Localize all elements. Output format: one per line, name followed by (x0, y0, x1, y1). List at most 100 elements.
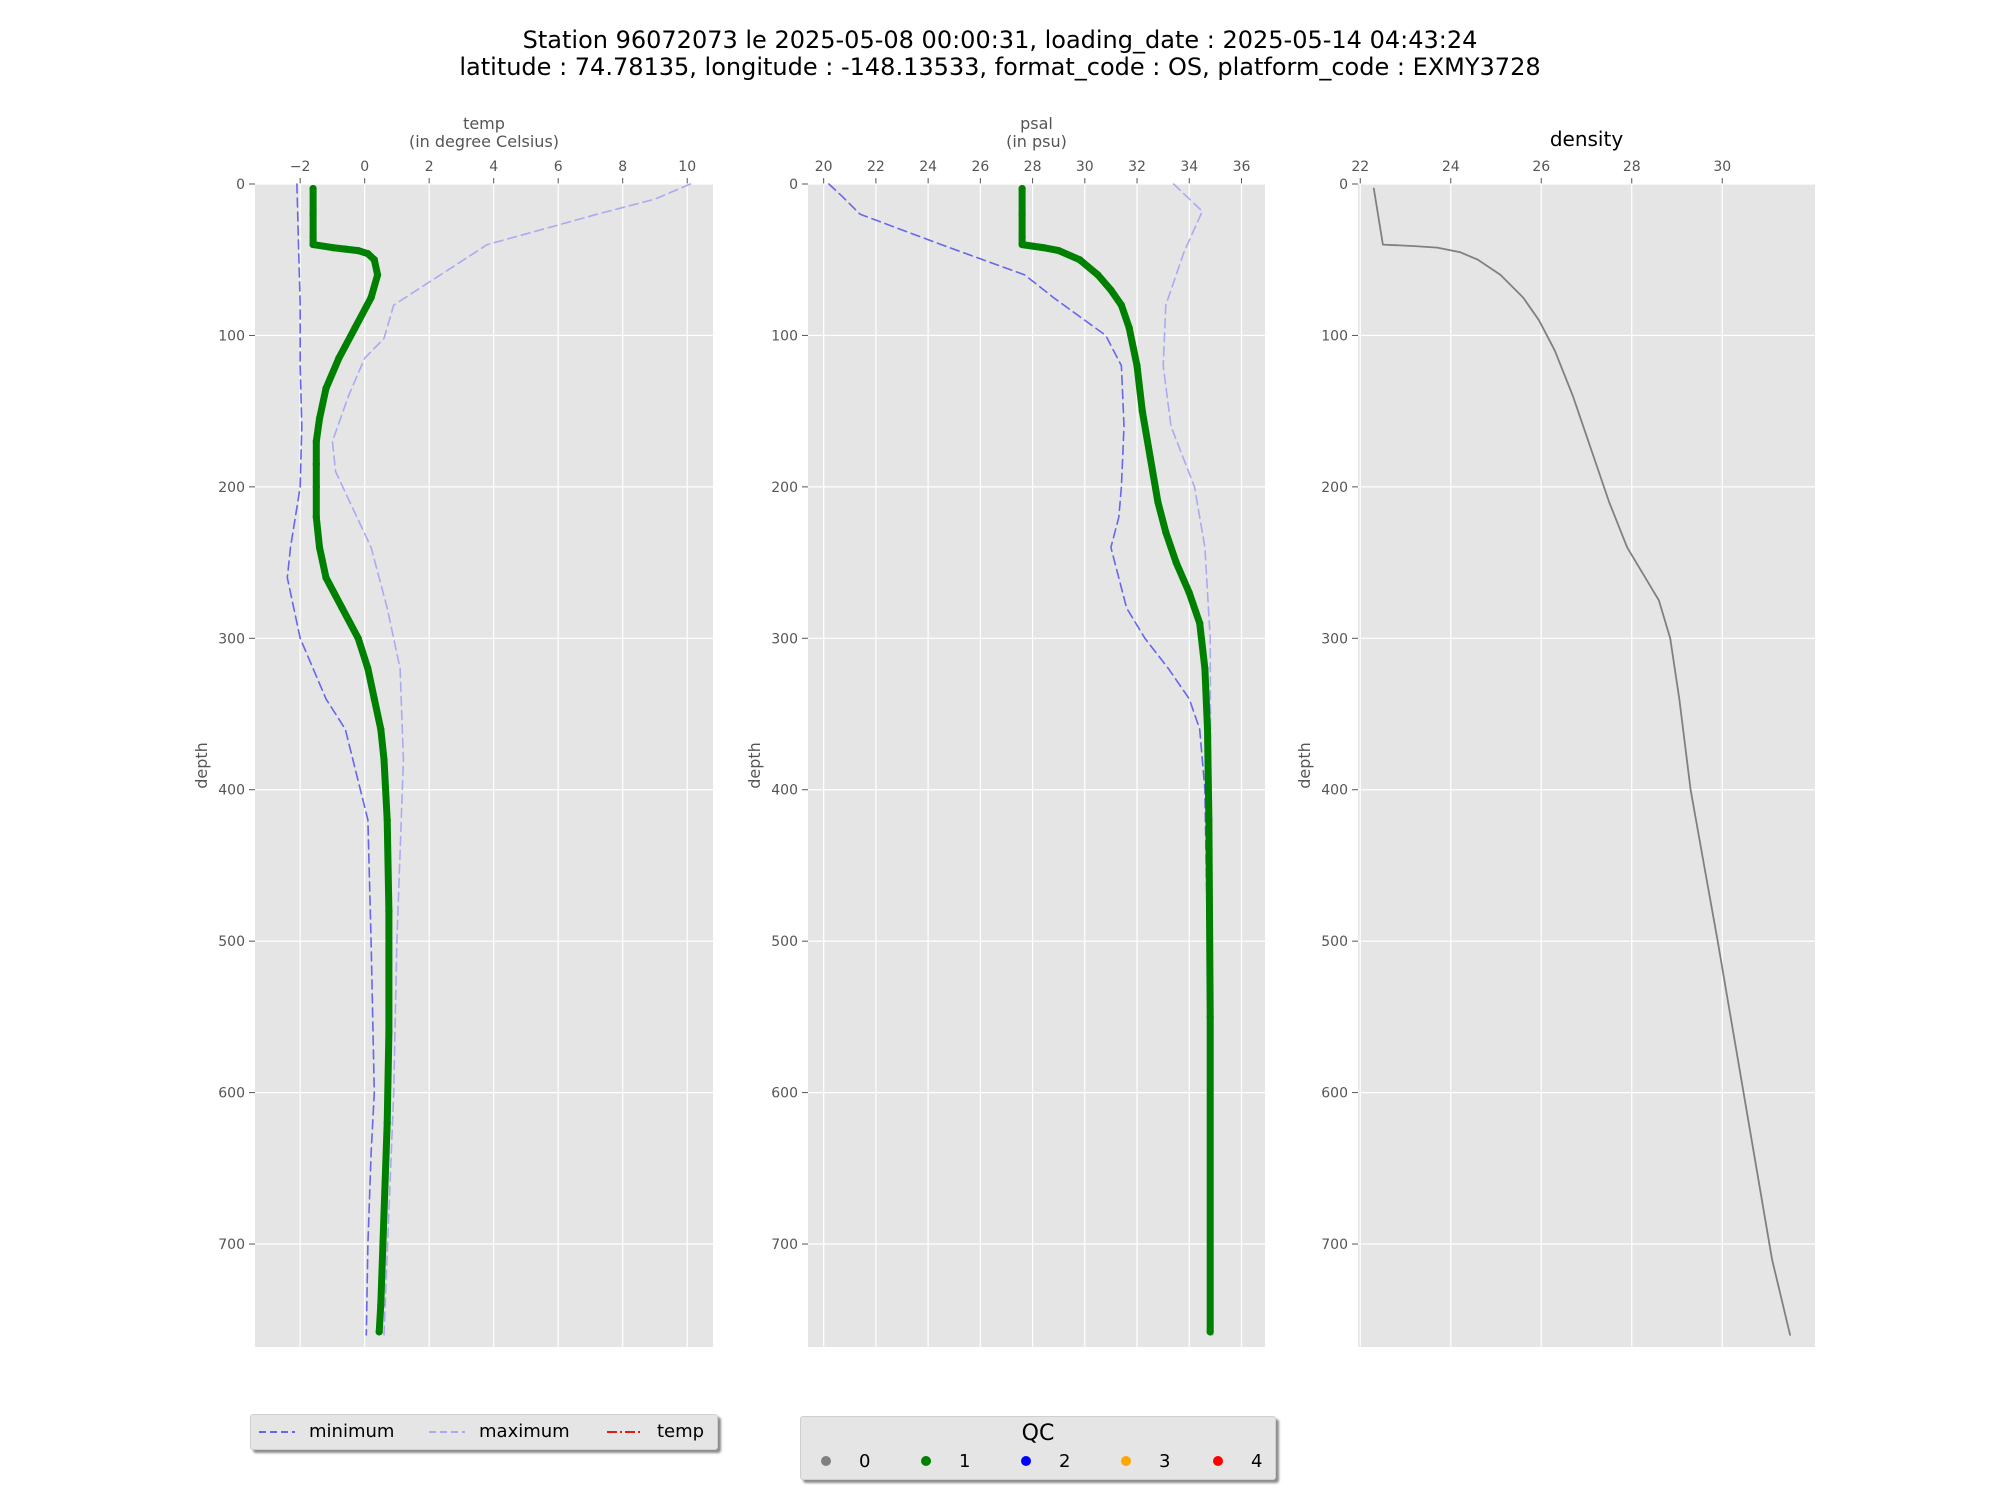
x-tick-label: 28 (1623, 159, 1641, 175)
qc1-point (309, 233, 317, 241)
qc-dot-0 (821, 1456, 831, 1466)
x-tick-label: 26 (1532, 159, 1550, 175)
y-tick-label: 600 (218, 1086, 245, 1102)
legend-label-temp: temp (657, 1421, 705, 1442)
qc1-point (380, 755, 388, 764)
qc1-point (1018, 233, 1026, 241)
qc-dot-1 (921, 1456, 931, 1466)
qc1-point (370, 695, 378, 703)
y-tick-label: 200 (771, 480, 798, 496)
qc1-point (1206, 1013, 1214, 1021)
qc1-point (375, 1328, 383, 1336)
qc1-point (1039, 244, 1047, 252)
title-line-1: Station 96072073 le 2025-05-08 00:00:31,… (522, 26, 1478, 54)
qc1-point (322, 574, 330, 582)
qc1-point (354, 634, 362, 642)
y-tick-label: 100 (218, 328, 245, 344)
x-tick-label: 24 (919, 159, 937, 175)
qc1-point (1018, 240, 1026, 249)
y-tick-label: 0 (789, 177, 798, 193)
y-tick-label: 0 (1339, 177, 1348, 193)
qc1-point (1107, 286, 1115, 294)
qc1-point (1196, 619, 1204, 627)
legend-label-maximum: maximum (479, 1421, 570, 1442)
y-tick-label: 500 (771, 934, 798, 950)
qc1-point (1075, 256, 1084, 264)
y-tick-label: 300 (1321, 631, 1348, 647)
x-tick-label: 26 (971, 159, 989, 175)
line-legend: minimum maximum temp (250, 1414, 718, 1450)
qc1-point (1205, 816, 1213, 824)
y-tick-label: 200 (218, 480, 245, 496)
qc1-point (1154, 498, 1162, 506)
plot-area (255, 184, 713, 1347)
qc1-point (1146, 452, 1154, 461)
panel-density: 22 24 26 28 300100200300400500600700densityd… (1295, 127, 1815, 1347)
qc1-point (385, 1028, 393, 1036)
axis-title: density (1550, 127, 1623, 151)
x-tick-label: 30 (1076, 159, 1094, 175)
legend-swatch-temp (607, 1431, 643, 1433)
qc1-point (383, 1119, 391, 1127)
x-tick-label: 30 (1713, 159, 1731, 175)
qc1-point (1125, 324, 1133, 332)
qc-dot-2 (1021, 1456, 1031, 1466)
x-tick-label: 24 (1442, 159, 1460, 175)
qc-dot-3 (1121, 1456, 1131, 1466)
x-tick-label: −2 (290, 159, 311, 175)
minimum-line (828, 183, 1211, 1336)
qc-label-2: 2 (1059, 1451, 1071, 1472)
qc1-point (377, 1300, 385, 1309)
qc1-point (341, 245, 349, 253)
panel-psal: 20 22 24 26 28 30 32 34 36 0 100 200 300 400 500 600 700… (745, 114, 1265, 1347)
y-tick-label: 200 (1321, 480, 1348, 496)
plot-area (1358, 184, 1815, 1347)
y-tick-label: 300 (771, 631, 798, 647)
qc1-point (380, 1210, 388, 1218)
axis-title: psal (1020, 114, 1053, 133)
qc1-point (1203, 725, 1212, 733)
qc1-point (1206, 1328, 1214, 1336)
qc1-point (315, 415, 324, 423)
x-tick-label: 34 (1180, 159, 1198, 175)
legend-swatch-minimum (259, 1431, 295, 1433)
y-axis-label: depth (192, 742, 211, 789)
y-tick-label: 400 (1321, 783, 1348, 799)
qc1-point (315, 543, 324, 552)
qc1-point (354, 247, 362, 255)
x-tick-label: 10 (678, 159, 696, 175)
y-tick-label: 300 (218, 631, 245, 647)
x-tick-label: 22 (1351, 159, 1369, 175)
qc1-point (1201, 664, 1209, 673)
legend-swatch-maximum (429, 1431, 465, 1433)
qc1-point (1018, 184, 1026, 193)
y-axis-label: depth (745, 742, 764, 789)
qc1-point (364, 664, 372, 673)
y-tick-label: 700 (771, 1237, 798, 1253)
qc-label-3: 3 (1159, 1451, 1171, 1472)
qc1-point (370, 256, 378, 264)
qc1-point (1185, 589, 1193, 597)
x-tick-label: 2 (425, 159, 434, 175)
qc1-point (312, 513, 320, 521)
x-tick-label: 22 (867, 159, 885, 175)
qc1-point (338, 604, 346, 612)
qc-legend: QC 0 1 2 3 4 (800, 1416, 1276, 1480)
minimum-line (286, 183, 376, 1336)
qc-dot-4 (1213, 1456, 1223, 1466)
x-tick-label: 6 (554, 159, 563, 175)
y-tick-label: 700 (218, 1237, 245, 1253)
y-tick-label: 500 (1321, 934, 1348, 950)
axis-subtitle: (in degree Celsius) (409, 132, 559, 151)
qc1-point (1117, 301, 1125, 309)
y-tick-label: 0 (236, 177, 245, 193)
qc1-point (367, 293, 375, 302)
qc1-profile-line (309, 185, 393, 1336)
qc-label-0: 0 (859, 1451, 871, 1472)
maximum-line (1162, 183, 1214, 1336)
plot-area (808, 184, 1265, 1347)
qc-legend-title: QC (1021, 1421, 1055, 1446)
axis-title: temp (463, 114, 505, 133)
qc1-point (1138, 407, 1146, 415)
